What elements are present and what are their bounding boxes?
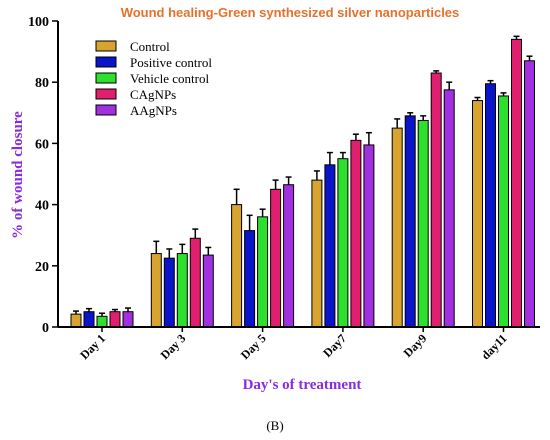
x-tick-label: day11 <box>478 331 509 362</box>
bar <box>498 95 509 328</box>
bar <box>311 179 323 328</box>
bar <box>109 311 121 328</box>
bar <box>363 144 375 328</box>
bar <box>283 184 295 328</box>
x-tick-label: Day 1 <box>77 331 108 362</box>
legend-swatch <box>95 104 117 116</box>
bar <box>231 204 243 328</box>
bar <box>270 188 282 328</box>
bar <box>70 313 82 328</box>
x-tick-label: Day 5 <box>238 331 269 362</box>
y-axis-label: % of wound closure <box>10 111 26 239</box>
legend-label: Vehicle control <box>130 71 209 86</box>
bar <box>163 257 175 328</box>
bar <box>337 158 349 328</box>
legend-label: Positive control <box>130 55 212 70</box>
bar <box>404 115 416 328</box>
legend-label: AAgNPs <box>130 103 177 118</box>
bar <box>430 72 442 328</box>
bar <box>350 139 362 328</box>
figure-caption: (B) <box>266 418 283 433</box>
legend-swatch <box>95 40 117 52</box>
y-tick-label: 20 <box>35 260 49 275</box>
bar <box>189 237 201 328</box>
bar <box>257 216 269 328</box>
bar <box>176 253 188 328</box>
bar <box>202 254 214 328</box>
chart-title: Wound healing-Green synthesized silver n… <box>121 5 460 20</box>
legend-label: Control <box>130 39 170 54</box>
x-tick-label: Day7 <box>320 331 349 360</box>
legend-swatch <box>95 88 117 100</box>
bar <box>391 127 403 328</box>
y-tick-label: 80 <box>35 76 49 91</box>
bar <box>485 83 496 328</box>
x-tick-label: Day9 <box>401 331 430 360</box>
legend-label: CAgNPs <box>130 87 176 102</box>
legend-swatch <box>95 56 117 68</box>
bar <box>511 38 522 328</box>
y-tick-label: 60 <box>35 137 49 152</box>
bar <box>417 119 429 328</box>
bar <box>96 315 108 328</box>
x-tick-label: Day 3 <box>158 331 189 362</box>
bar <box>324 164 336 328</box>
x-axis-label: Day's of treatment <box>243 377 362 393</box>
bar <box>244 230 256 328</box>
y-tick-label: 100 <box>28 15 49 30</box>
bar <box>472 100 483 328</box>
y-tick-label: 40 <box>35 199 49 214</box>
plot-area: Day 1 Day 3 Day 5 Day7 Day9 day11 0 20 40 60 80 100 <box>28 15 540 362</box>
legend-swatch <box>95 72 117 84</box>
bar <box>150 253 162 328</box>
bar <box>443 89 455 328</box>
bar <box>83 311 95 328</box>
bar <box>122 311 134 328</box>
bar <box>524 60 535 328</box>
y-tick-label: 0 <box>42 321 49 336</box>
